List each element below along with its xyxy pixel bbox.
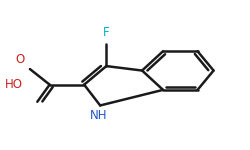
Text: HO: HO <box>5 78 23 91</box>
Text: F: F <box>103 26 110 39</box>
Text: O: O <box>16 53 25 66</box>
Text: NH: NH <box>90 110 108 123</box>
